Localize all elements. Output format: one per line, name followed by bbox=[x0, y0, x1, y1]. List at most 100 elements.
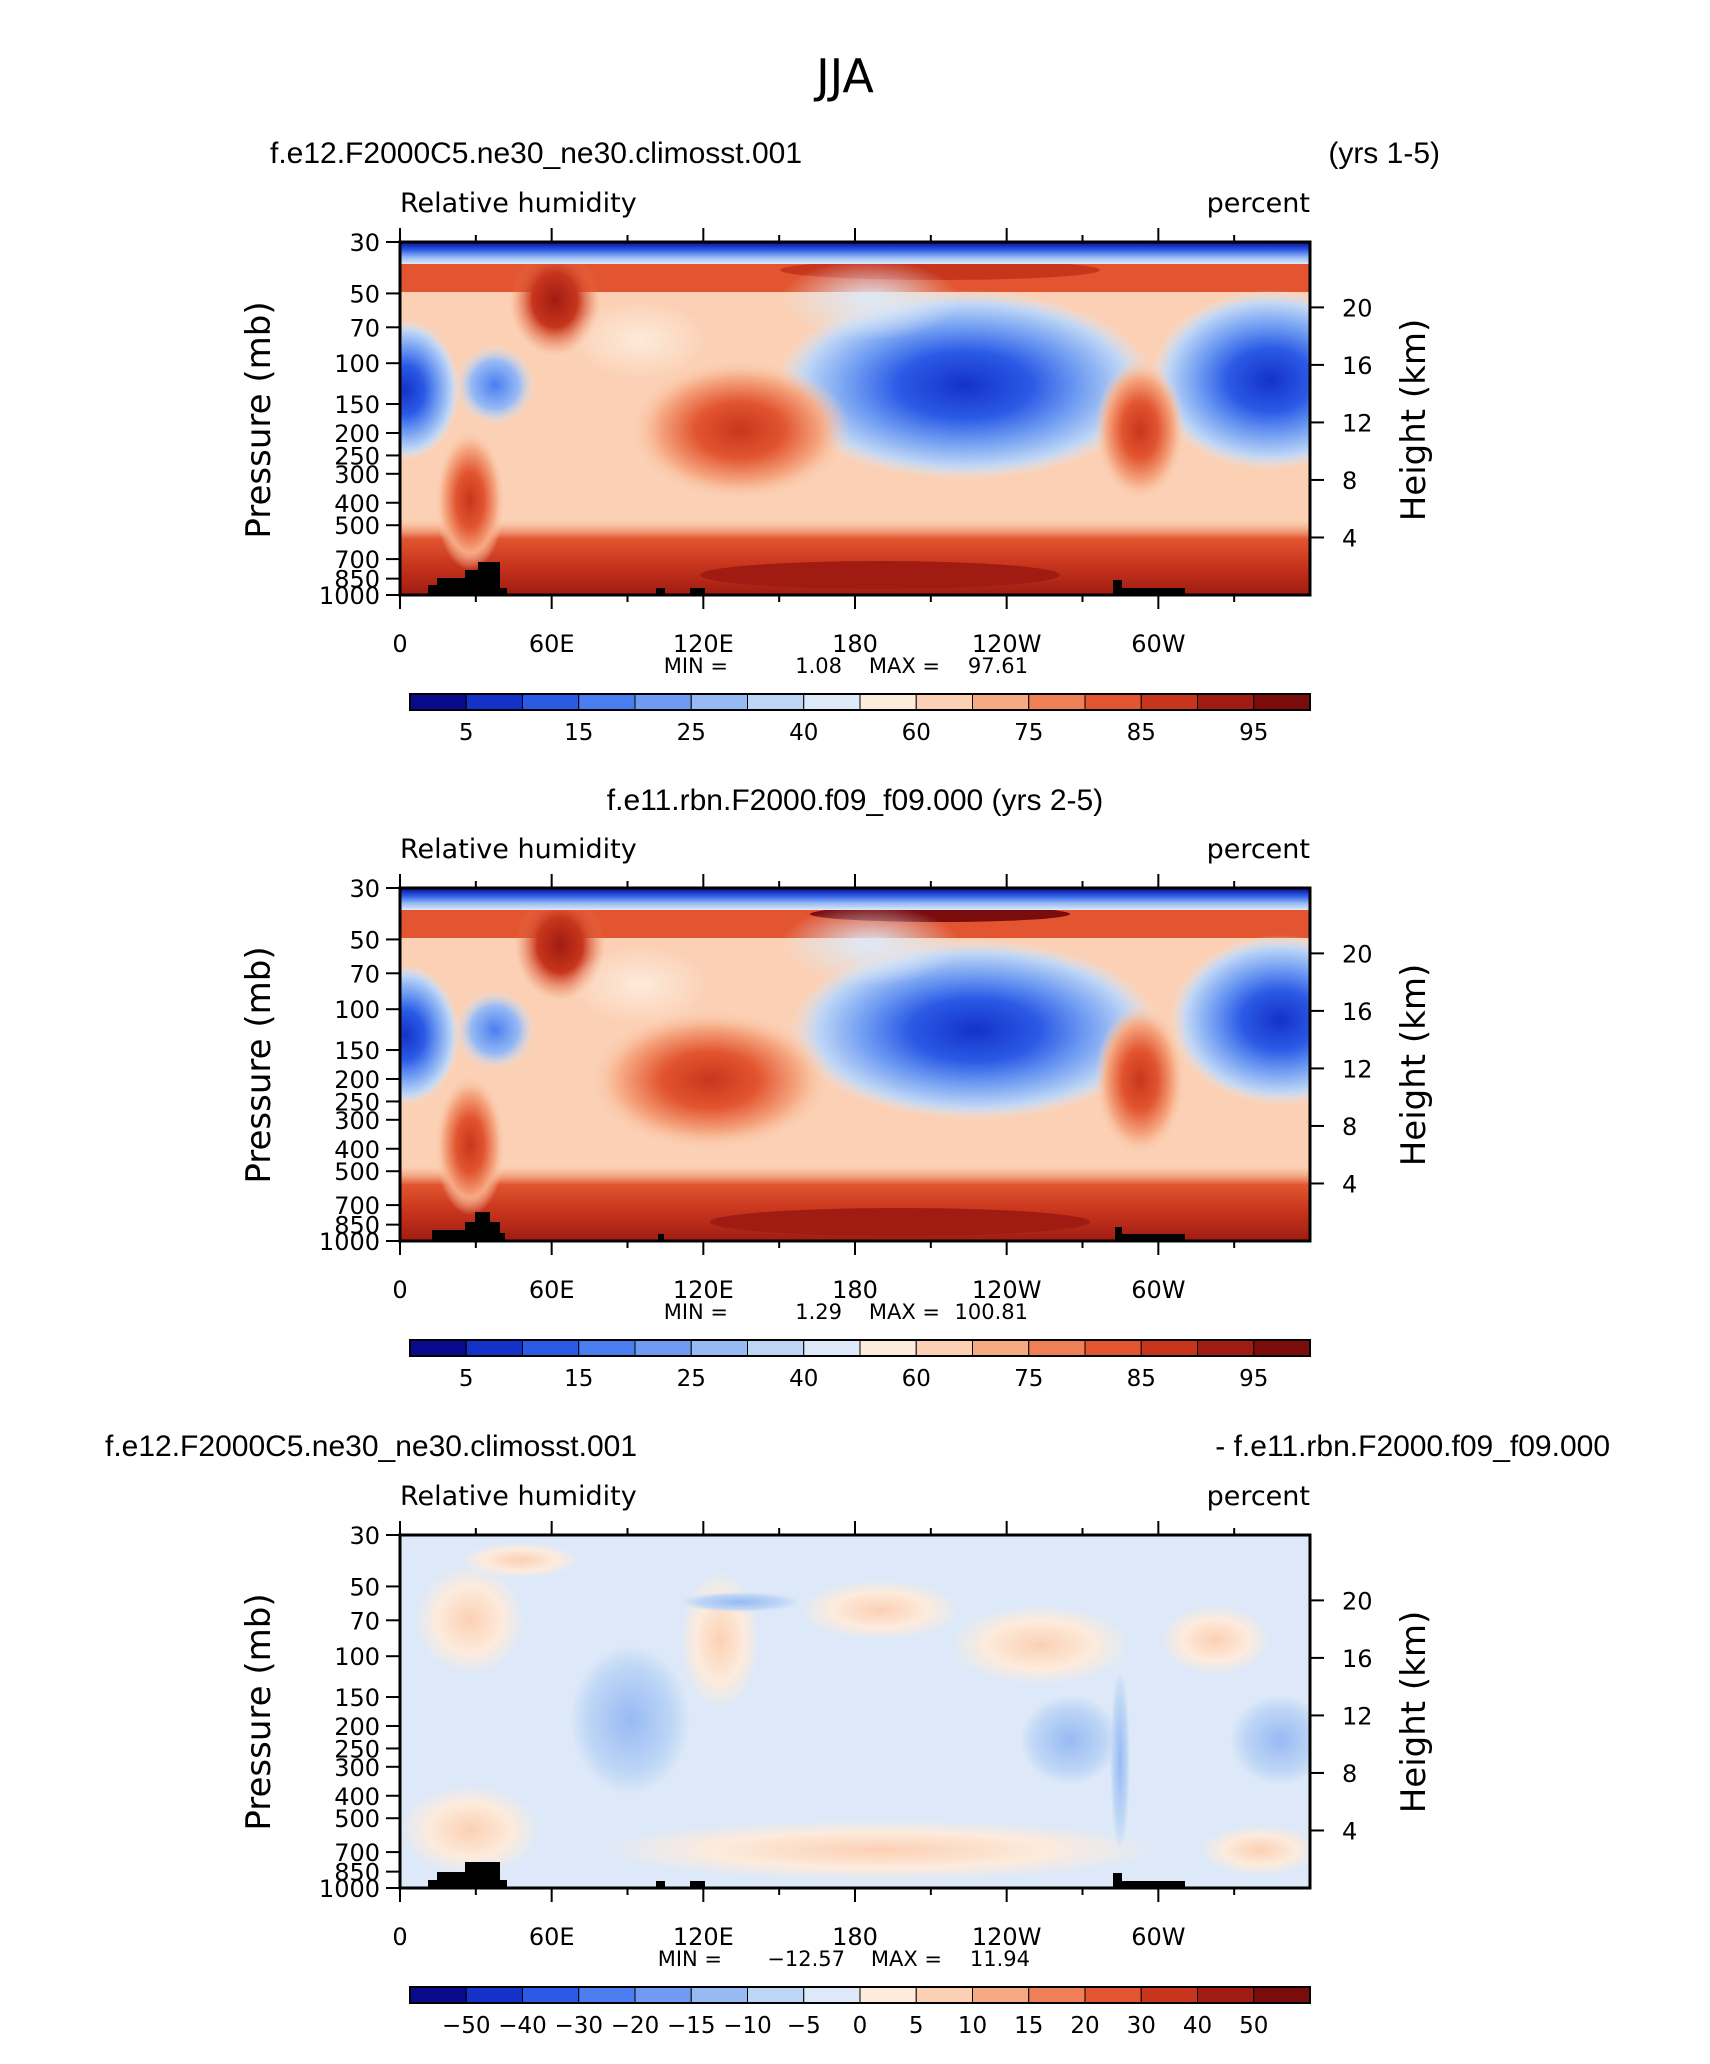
panel1-min-label: MIN = bbox=[664, 654, 728, 678]
pressure-tick-label: 70 bbox=[349, 960, 380, 988]
panel1-ylabel-left: Pressure (mb) bbox=[239, 301, 279, 538]
colorbar-box bbox=[747, 1339, 805, 1357]
colorbar-label: 15 bbox=[564, 720, 593, 746]
colorbar-box bbox=[465, 1339, 523, 1357]
colorbar-box bbox=[1084, 693, 1142, 711]
panel3-max-value: 11.94 bbox=[970, 1947, 1030, 1971]
pressure-tick-label: 50 bbox=[349, 926, 380, 954]
colorbar-box bbox=[747, 1986, 805, 2004]
colorbar-box bbox=[1028, 693, 1086, 711]
pressure-tick-label: 50 bbox=[349, 280, 380, 308]
panel2-min-label: MIN = bbox=[664, 1300, 728, 1324]
colorbar-box bbox=[1253, 693, 1311, 711]
lon-tick-label: 0 bbox=[392, 630, 407, 658]
colorbar-box bbox=[634, 1986, 692, 2004]
panel3-case-left: f.e12.F2000C5.ne30_ne30.climosst.001 bbox=[105, 1430, 637, 1463]
lon-tick-label: 120E bbox=[673, 1923, 734, 1951]
pressure-tick-label: 700 bbox=[334, 1192, 380, 1220]
colorbar-box bbox=[690, 1986, 748, 2004]
pressure-tick-label: 70 bbox=[349, 1607, 380, 1635]
pressure-tick-label: 30 bbox=[349, 875, 380, 903]
colorbar-label: −5 bbox=[787, 2013, 821, 2039]
pressure-tick-label: 500 bbox=[334, 1158, 380, 1186]
colorbar-frame bbox=[409, 693, 1311, 711]
colorbar-box bbox=[690, 1339, 748, 1357]
pressure-tick-label: 200 bbox=[334, 420, 380, 448]
pressure-tick-label: 500 bbox=[334, 512, 380, 540]
panel3-max-label: MAX = bbox=[871, 1947, 942, 1971]
panel3-case-right: - f.e11.rbn.F2000.f09_f09.000 bbox=[1215, 1430, 1610, 1463]
height-tick-label: 20 bbox=[1342, 940, 1373, 968]
panel1-case-left: f.e12.F2000C5.ne30_ne30.climosst.001 bbox=[270, 137, 802, 170]
colorbar-label: 60 bbox=[902, 720, 931, 746]
colorbar-box bbox=[465, 693, 523, 711]
lon-tick-label: 60W bbox=[1131, 1276, 1185, 1304]
height-tick-label: 16 bbox=[1342, 998, 1373, 1026]
colorbar-box bbox=[1197, 1986, 1255, 2004]
panel1-max-label: MAX = bbox=[869, 654, 940, 678]
colorbar-box bbox=[1140, 693, 1198, 711]
colorbar-label: 95 bbox=[1239, 720, 1268, 746]
colorbar-label: 0 bbox=[853, 2013, 868, 2039]
lon-tick-label: 120E bbox=[673, 1276, 734, 1304]
lon-tick-label: 180 bbox=[832, 1276, 878, 1304]
colorbar-label: −30 bbox=[554, 2013, 603, 2039]
panel1-min-value: 1.08 bbox=[795, 654, 842, 678]
colorbar-box bbox=[1253, 1339, 1311, 1357]
panel2-units: percent bbox=[1207, 834, 1310, 865]
colorbar-box bbox=[915, 693, 973, 711]
colorbar-box bbox=[465, 1986, 523, 2004]
colorbar-box bbox=[1197, 693, 1255, 711]
colorbar-label: 40 bbox=[789, 1366, 818, 1392]
pressure-tick-label: 400 bbox=[334, 490, 380, 518]
panel3-ylabel-right: Height (km) bbox=[1394, 1611, 1434, 1814]
lon-tick-label: 60E bbox=[529, 630, 575, 658]
pressure-tick-label: 1000 bbox=[319, 1875, 380, 1903]
panel2-variable: Relative humidity bbox=[400, 834, 637, 865]
colorbar-box bbox=[1140, 1986, 1198, 2004]
pressure-tick-label: 850 bbox=[334, 1859, 380, 1887]
lon-tick-label: 0 bbox=[392, 1276, 407, 1304]
colorbar-box bbox=[972, 1339, 1030, 1357]
pressure-tick-label: 30 bbox=[349, 1522, 380, 1550]
colorbar-box bbox=[409, 1986, 467, 2004]
colorbar-box bbox=[409, 1339, 467, 1357]
colorbar-label: 85 bbox=[1127, 1366, 1156, 1392]
colorbar-box bbox=[915, 1986, 973, 2004]
colorbar-box bbox=[634, 1339, 692, 1357]
colorbar-label: −15 bbox=[667, 2013, 716, 2039]
pressure-tick-label: 150 bbox=[334, 1684, 380, 1712]
pressure-tick-label: 1000 bbox=[319, 1228, 380, 1256]
colorbar-box bbox=[578, 1339, 636, 1357]
panel2-ylabel-right: Height (km) bbox=[1394, 964, 1434, 1167]
colorbar-box bbox=[972, 693, 1030, 711]
pressure-tick-label: 50 bbox=[349, 1573, 380, 1601]
colorbar-label: 25 bbox=[677, 720, 706, 746]
lon-tick-label: 0 bbox=[392, 1923, 407, 1951]
panel-difference: f.e12.F2000C5.ne30_ne30.climosst.001 - f… bbox=[105, 1430, 1610, 2039]
pressure-tick-label: 500 bbox=[334, 1805, 380, 1833]
colorbar-box bbox=[747, 693, 805, 711]
panel2-ylabel-left: Pressure (mb) bbox=[239, 946, 279, 1183]
lon-tick-label: 60W bbox=[1131, 1923, 1185, 1951]
panel3-min-label: MIN = bbox=[658, 1947, 722, 1971]
panel2-max-label: MAX = bbox=[869, 1300, 940, 1324]
pressure-tick-label: 250 bbox=[334, 442, 380, 470]
height-tick-label: 8 bbox=[1342, 1113, 1357, 1141]
panel2-field bbox=[400, 888, 1310, 1241]
pressure-tick-label: 300 bbox=[334, 1107, 380, 1135]
colorbar-box bbox=[803, 693, 861, 711]
colorbar-box bbox=[578, 1986, 636, 2004]
panel3-ylabel-left: Pressure (mb) bbox=[239, 1593, 279, 1830]
colorbar-label: 15 bbox=[1014, 2013, 1043, 2039]
colorbar-box bbox=[409, 693, 467, 711]
panel3-units: percent bbox=[1207, 1481, 1310, 1512]
height-tick-label: 12 bbox=[1342, 1055, 1373, 1083]
panel2-min-value: 1.29 bbox=[795, 1300, 842, 1324]
pressure-tick-label: 300 bbox=[334, 1754, 380, 1782]
height-tick-label: 8 bbox=[1342, 1760, 1357, 1788]
colorbar-label: −10 bbox=[723, 2013, 772, 2039]
lon-tick-label: 60E bbox=[529, 1276, 575, 1304]
colorbar-label: 15 bbox=[564, 1366, 593, 1392]
